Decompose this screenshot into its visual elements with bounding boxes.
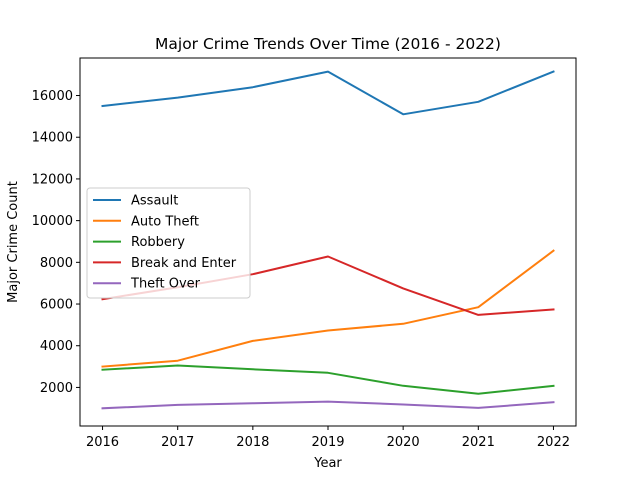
legend-label-1: Auto Theft bbox=[131, 214, 199, 229]
y-tick-label-0: 2000 bbox=[40, 381, 73, 396]
legend-label-0: Assault bbox=[131, 194, 178, 209]
x-axis: 2016 2017 2018 2019 2020 2021 2022 bbox=[86, 426, 570, 450]
y-tick-label-7: 16000 bbox=[32, 89, 73, 104]
legend: Assault Auto Theft Robbery Break and Enter T… bbox=[86, 187, 251, 299]
series-line-1 bbox=[101, 249, 555, 368]
x-tick-label-0: 2016 bbox=[86, 435, 119, 450]
y-tick-label-5: 12000 bbox=[32, 172, 73, 187]
x-tick-label-1: 2017 bbox=[161, 435, 194, 450]
legend-box bbox=[86, 187, 251, 299]
y-tick-label-1: 4000 bbox=[40, 339, 73, 354]
x-tick-label-4: 2020 bbox=[387, 435, 420, 450]
y-tick-label-6: 14000 bbox=[32, 131, 73, 146]
y-axis: 2000 4000 6000 8000 10000 12000 14000 16000 bbox=[32, 89, 80, 396]
y-axis-label: Major Crime Count bbox=[6, 181, 21, 303]
series-line-2 bbox=[101, 364, 555, 395]
y-tick-label-4: 10000 bbox=[32, 214, 73, 229]
legend-label-3: Break and Enter bbox=[131, 256, 237, 271]
legend-label-2: Robbery bbox=[131, 235, 185, 250]
series-line-4 bbox=[101, 400, 555, 410]
y-tick-label-3: 8000 bbox=[40, 256, 73, 271]
x-tick-label-2: 2018 bbox=[236, 435, 269, 450]
x-axis-label: Year bbox=[313, 456, 342, 471]
x-tick-label-5: 2021 bbox=[462, 435, 495, 450]
y-tick-label-2: 6000 bbox=[40, 298, 73, 313]
legend-label-4: Theft Over bbox=[130, 277, 201, 292]
chart-title: Major Crime Trends Over Time (2016 - 202… bbox=[155, 35, 501, 53]
series-line-0 bbox=[101, 70, 555, 116]
x-tick-label-6: 2022 bbox=[537, 435, 570, 450]
x-tick-label-3: 2019 bbox=[311, 435, 344, 450]
